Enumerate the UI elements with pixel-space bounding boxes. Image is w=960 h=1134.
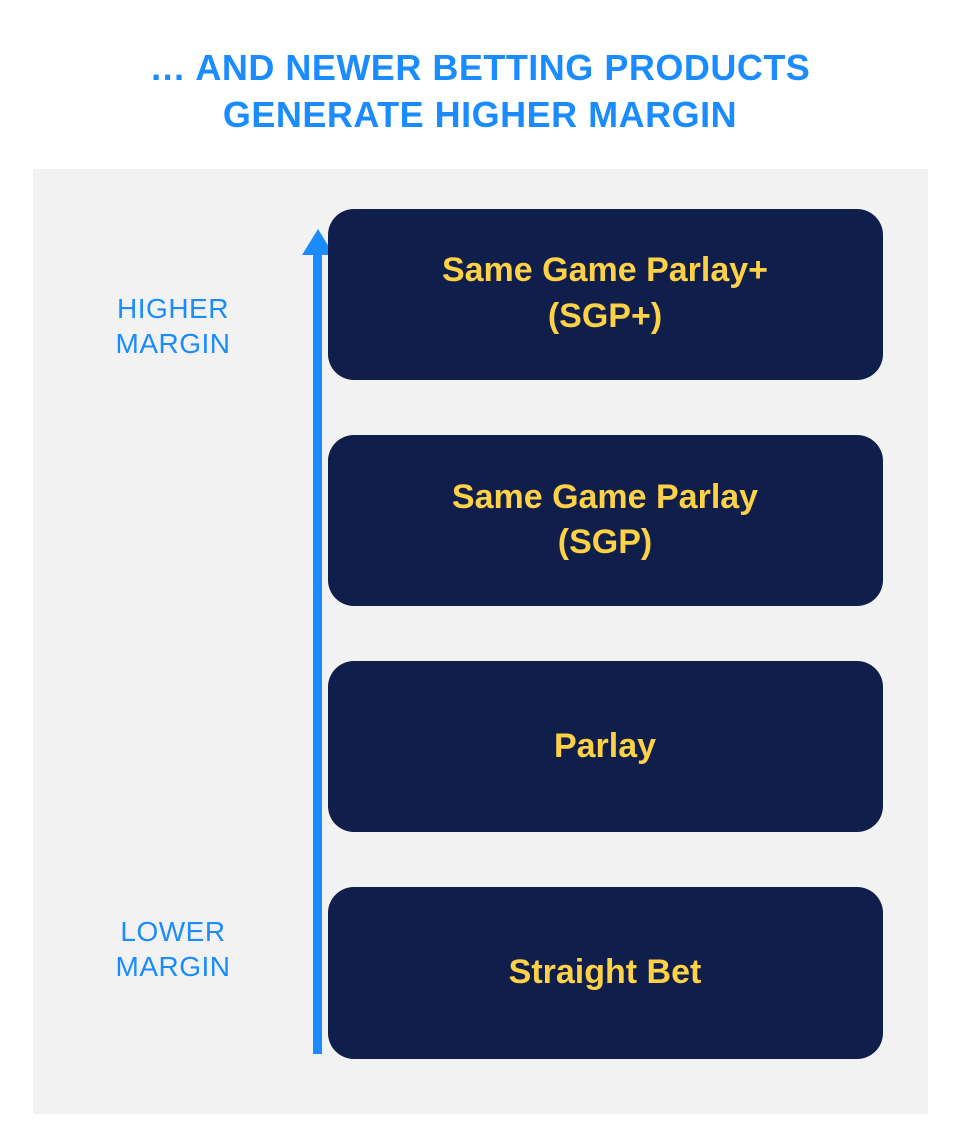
product-label: Same Game Parlay+ (SGP+) <box>442 248 768 340</box>
product-box-parlay: Parlay <box>328 661 883 832</box>
title-line2: GENERATE HIGHER MARGIN <box>223 94 737 135</box>
diagram-panel: HIGHER MARGIN LOWER MARGIN Same Game Par… <box>33 169 928 1114</box>
product-label: Parlay <box>554 724 656 770</box>
axis-label-lower: LOWER MARGIN <box>116 914 231 984</box>
product-box-sgp: Same Game Parlay (SGP) <box>328 435 883 606</box>
axis-column: HIGHER MARGIN LOWER MARGIN <box>73 219 323 1064</box>
product-label: Same Game Parlay (SGP) <box>452 475 758 567</box>
product-label: Straight Bet <box>509 950 702 996</box>
axis-higher-line1: HIGHER <box>117 293 229 324</box>
arrow-shaft <box>313 255 322 1054</box>
product-box-sgp-plus: Same Game Parlay+ (SGP+) <box>328 209 883 380</box>
product-box-straight: Straight Bet <box>328 887 883 1058</box>
axis-lower-line1: LOWER <box>120 916 225 947</box>
axis-higher-line2: MARGIN <box>116 328 231 359</box>
axis-lower-line2: MARGIN <box>116 951 231 982</box>
page-title: … AND NEWER BETTING PRODUCTS GENERATE HI… <box>150 45 811 139</box>
title-line1: … AND NEWER BETTING PRODUCTS <box>150 47 811 88</box>
product-stack: Same Game Parlay+ (SGP+) Same Game Parla… <box>328 209 883 1059</box>
axis-label-higher: HIGHER MARGIN <box>116 291 231 361</box>
